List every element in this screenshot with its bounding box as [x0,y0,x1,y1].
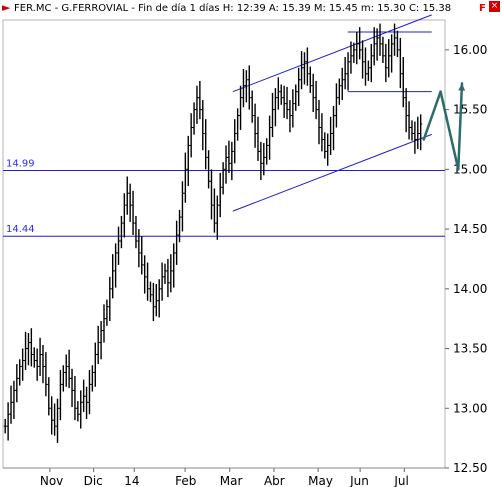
horizontal-levels: 14.99 14.44 [3,31,445,237]
collapse-arrow-icon[interactable]: ► [2,1,11,14]
x-tick-label: Abr [264,474,285,487]
x-tick-label: May [308,474,333,487]
y-tick-label: 12.50 [453,461,487,475]
projection-segment [422,90,442,141]
x-tick-label: Feb [175,474,196,487]
y-tick-label: 13.00 [453,401,487,415]
y-axis-ticks: 16.00 15.50 15.00 14.50 14.00 13.50 13.00 12.50 [445,43,487,475]
y-tick-label: 16.00 [453,43,487,57]
x-tick-label: Nov [40,474,63,487]
projection-segment [439,90,460,171]
trend-channel [232,14,432,212]
y-tick-label: 14.00 [453,282,487,296]
price-series [3,23,423,443]
x-tick-label: Dic [84,474,103,487]
x-tick-label: Mar [220,474,243,487]
plot-frame [2,19,446,469]
x-tick-label: Jul [393,474,408,487]
y-tick-label: 13.50 [453,342,487,356]
x-tick-label: 14 [124,474,139,487]
x-tick-label: Jun [349,474,369,487]
chart-title: FER.MC - G.FERROVIAL - Fin de día 1 días… [14,3,452,14]
y-tick-label: 14.50 [453,222,487,236]
chart-header: ► FER.MC - G.FERROVIAL - Fin de día 1 dí… [0,0,502,18]
flag-label: F [479,3,486,14]
channel-lower-line [232,133,432,212]
y-tick-label: 15.50 [453,103,487,117]
channel-upper-line [232,14,432,93]
projection-arrowhead [458,83,466,91]
level-label: 14.44 [6,224,35,235]
projection-arrow [422,82,466,171]
close-icon[interactable]: × [489,1,500,12]
x-axis-ticks: Nov Dic 14 Feb Mar Abr May Jun Jul [40,468,409,487]
y-tick-label: 15.00 [453,162,487,176]
level-label: 14.99 [6,159,35,170]
projection-segment [457,82,464,171]
